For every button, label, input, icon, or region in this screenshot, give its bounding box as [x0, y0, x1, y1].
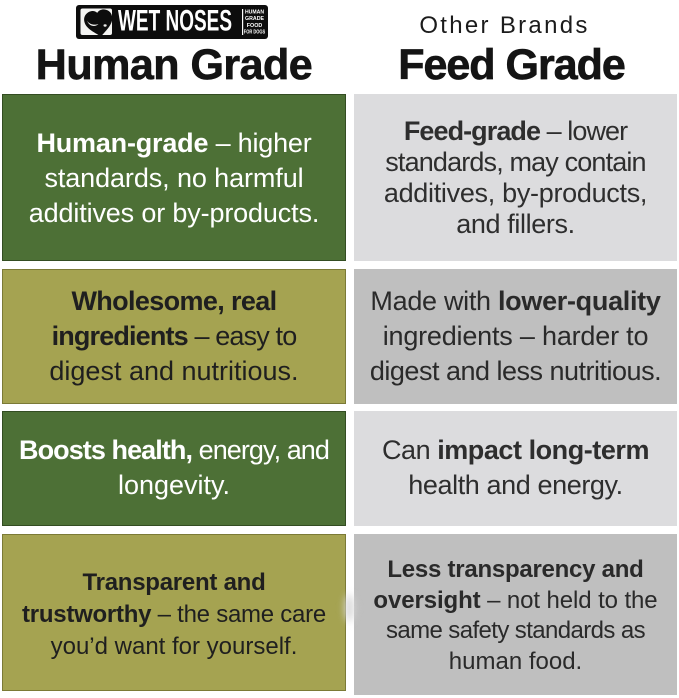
svg-text:FOR DOGS: FOR DOGS [244, 30, 266, 36]
svg-text:HUMAN: HUMAN [245, 9, 264, 15]
svg-text:WET NOSES: WET NOSES [118, 5, 232, 38]
svg-text:FOOD: FOOD [247, 23, 263, 29]
svg-text:GRADE: GRADE [245, 16, 264, 22]
